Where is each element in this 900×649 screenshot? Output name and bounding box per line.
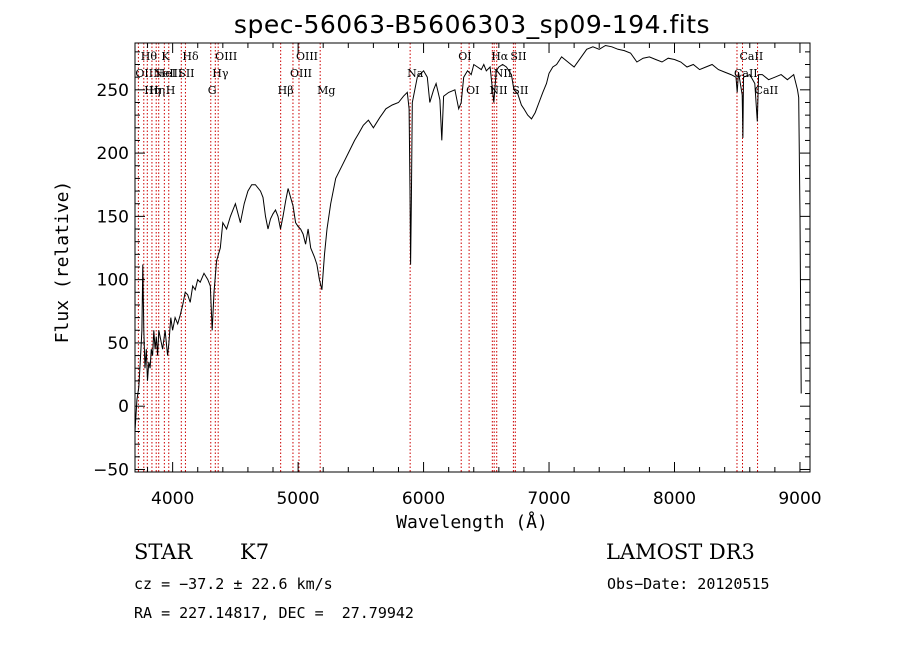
x-tick-label: 7000	[527, 489, 570, 509]
line-label-oi: OI	[458, 50, 471, 63]
y-axis: −50 0 50 100 150 200 250	[93, 51, 810, 480]
y-axis-label: Flux (relative)	[52, 181, 73, 344]
plot-frame	[134, 42, 811, 473]
object-class: STAR	[134, 540, 193, 564]
line-label-mg: Mg	[317, 84, 335, 97]
object-subclass: K7	[240, 540, 270, 564]
line-label-g: G	[208, 84, 217, 97]
y-tick-label: 150	[97, 207, 129, 227]
x-tick-label: 4000	[151, 489, 194, 509]
line-label-sii: SII	[510, 50, 526, 63]
y-tick-label: 250	[97, 81, 129, 101]
line-label-hγ: Hγ	[212, 67, 229, 80]
line-label-sii: SII	[512, 84, 528, 97]
line-label-caii: CaII	[734, 67, 758, 80]
survey-name: LAMOST DR3	[606, 540, 755, 564]
x-tick-label: 9000	[778, 489, 821, 509]
redshift-velocity: cz = −37.2 ± 22.6 km/s	[134, 575, 333, 593]
line-label-hη: Hη	[144, 84, 160, 97]
line-label-hθ: Hθ	[141, 50, 158, 63]
x-tick-label: 5000	[276, 489, 319, 509]
observation-date: Obs−Date: 20120515	[607, 575, 770, 593]
y-tick-label: 100	[97, 271, 129, 291]
line-label-hei: HeI	[156, 67, 176, 80]
y-tick-label: 0	[118, 397, 129, 417]
line-label-oiii: OIII	[215, 50, 237, 63]
chart-title: spec-56063-B5606303_sp09-194.fits	[234, 10, 710, 39]
spectral-line-labels: OIIHθHηHηNeIIIHeIKHSIIHδGHγOIIIHβOIIIOII…	[135, 50, 778, 97]
line-label-hδ: Hδ	[182, 50, 199, 63]
line-label-nii: NII	[494, 67, 512, 80]
spectrum-curve	[134, 44, 802, 432]
line-label-nii: NII	[489, 84, 507, 97]
line-label-neiii: NeIII	[153, 67, 182, 80]
y-tick-label: −50	[93, 460, 129, 480]
line-label-oii: OII	[135, 67, 153, 80]
line-label-sii: SII	[178, 67, 194, 80]
line-label-na: Na	[407, 67, 424, 80]
line-label-k: K	[161, 50, 170, 63]
line-label-hβ: Hβ	[278, 84, 294, 97]
line-label-oiii: OIII	[290, 67, 312, 80]
x-tick-label: 6000	[402, 489, 445, 509]
line-label-hα: Hα	[491, 50, 509, 63]
y-tick-label: 200	[97, 144, 129, 164]
sky-coordinates: RA = 227.14817, DEC = 27.79942	[134, 604, 414, 622]
line-label-oiii: OIII	[296, 50, 318, 63]
line-label-h: H	[166, 84, 176, 97]
spectral-line-markers	[137, 43, 759, 472]
y-tick-label: 50	[107, 334, 129, 354]
line-label-hη: Hη	[149, 84, 165, 97]
x-axis: 4000 5000 6000 7000 8000 9000	[147, 43, 822, 509]
line-label-oi: OI	[466, 84, 479, 97]
line-label-caii: CaII	[755, 84, 779, 97]
x-axis-label: Wavelength (Å)	[396, 511, 548, 533]
x-tick-label: 8000	[653, 489, 696, 509]
line-label-caii: CaII	[740, 50, 764, 63]
